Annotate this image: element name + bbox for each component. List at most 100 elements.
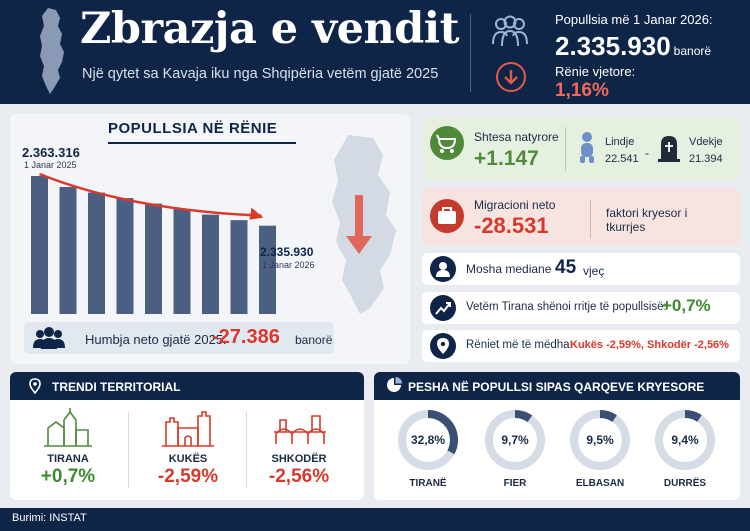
population-bar <box>145 203 162 314</box>
page-subtitle: Një qytet sa Kavaja iku nga Shqipëria ve… <box>82 66 439 82</box>
page-title: Zbrazja e vendit <box>80 4 459 54</box>
trend-line <box>39 172 262 217</box>
church-icon <box>44 408 92 447</box>
population-bar <box>202 214 219 314</box>
biggest-decline-card <box>422 330 740 362</box>
donut-elbasan: 9,5% <box>568 408 632 472</box>
city-value-tirana: +0,7% <box>40 466 96 487</box>
decline-value: 1,16% <box>555 80 609 101</box>
births-deaths-dash: - <box>645 146 649 160</box>
net-migration-value: -28.531 <box>474 213 549 238</box>
group-icon <box>33 327 65 349</box>
city-value-shkoder: -2,56% <box>268 466 330 487</box>
migration-divider <box>590 200 591 238</box>
population-unit: banorë <box>673 44 712 58</box>
donut-durrës: 9,4% <box>653 408 717 472</box>
donut-value: 9,7% <box>501 433 529 447</box>
net-migration-label: Migracioni neto <box>474 198 556 212</box>
start-population-value: 2.363.316 <box>22 145 80 160</box>
map-pin-icon <box>29 378 41 394</box>
median-age-unit: vjeç <box>583 264 605 278</box>
donut-label: DURRËS <box>663 478 707 489</box>
natural-increase-value: +1.147 <box>474 147 539 170</box>
footer <box>0 508 750 531</box>
population-label: Popullsia më 1 Janar 2026: <box>555 12 713 27</box>
population-bar <box>230 220 248 314</box>
territorial-trend-title: TRENDI TERRITORIAL <box>52 380 181 394</box>
donut-arc <box>485 410 545 470</box>
median-age-value: 45 <box>555 257 577 278</box>
growth-chart-icon <box>430 295 456 321</box>
donut-label: ELBASAN <box>575 478 625 489</box>
start-population-date: 1 Janar 2025 <box>24 160 77 170</box>
location-pin-icon <box>430 333 456 359</box>
population-bar <box>116 198 134 314</box>
net-loss-value: -27.386 <box>212 326 280 348</box>
donut-fier: 9,7% <box>483 408 547 472</box>
end-population-value: 2.335.930 <box>260 245 314 259</box>
header <box>0 0 750 104</box>
tirana-growth-card <box>422 292 740 324</box>
population-bar <box>259 225 276 314</box>
population-bar <box>88 192 105 314</box>
net-loss-box <box>24 322 334 354</box>
median-age-card <box>422 253 740 285</box>
population-share-header <box>374 372 740 400</box>
net-migration-card <box>422 188 740 246</box>
city-value-kukes: -2,59% <box>157 466 219 487</box>
donut-arc <box>655 410 715 470</box>
donut-label: FIER <box>503 478 527 489</box>
tirana-growth-label: Vetëm Tirana shënoi rritje të popullsisë… <box>466 301 667 313</box>
median-age-label: Mosha mediane <box>466 262 552 276</box>
net-loss-label: Humbja neto gjatë 2025: <box>85 332 227 347</box>
castle-icon <box>162 411 214 447</box>
end-population-date: 1 Janar 2026 <box>262 260 315 270</box>
city-name-shkoder: SHKODËR <box>271 453 327 465</box>
population-bar <box>59 187 77 314</box>
city-name-kukes: KUKËS <box>168 453 208 465</box>
albania-map-icon <box>40 8 64 94</box>
migration-note: faktori kryesor i tkurrjes <box>606 206 688 234</box>
pie-chart-icon <box>387 377 402 392</box>
deaths-value: 21.394 <box>689 153 723 165</box>
population-value: 2.335.930 banorë <box>555 31 712 61</box>
people-icon <box>492 15 528 47</box>
bridge-castle-icon <box>274 415 326 444</box>
births-value: 22.541 <box>605 153 639 165</box>
source-text: Burimi: INSTAT <box>12 512 87 524</box>
donut-arc <box>398 410 458 470</box>
donut-value: 9,4% <box>671 433 699 447</box>
stroller-icon <box>430 126 464 160</box>
population-share-title: PESHA NË POPULLSI SIPAS QARQEVE KRYESORE <box>408 380 705 394</box>
donut-value: 9,5% <box>586 433 614 447</box>
biggest-decline-value: Kukës -2,59%, Shkodër -2,56% <box>570 339 729 351</box>
natural-increase-label: Shtesa natyrore <box>474 130 559 144</box>
suitcase-icon <box>430 199 464 233</box>
net-loss-unit: banorë <box>295 333 333 347</box>
tombstone-icon <box>658 136 680 162</box>
person-icon <box>430 256 456 282</box>
chart-title-underline <box>108 142 296 144</box>
donut-value: 32,8% <box>411 433 445 447</box>
population-bar <box>173 209 191 314</box>
population-bar <box>31 176 48 314</box>
tirana-growth-value: +0,7% <box>662 296 711 315</box>
births-label: Lindje <box>605 136 635 148</box>
trend-arrowhead <box>249 207 264 220</box>
trend-divider <box>128 412 129 488</box>
population-bar-chart <box>31 172 276 314</box>
decline-label: Rënie vjetore: <box>555 64 636 79</box>
albania-people-map <box>332 135 396 314</box>
territorial-trend-header <box>10 372 364 400</box>
biggest-decline-label: Rëniet më të mëdha: <box>466 339 573 351</box>
donut-tiranë: 32,8% <box>396 408 460 472</box>
down-arrow-icon <box>496 62 526 92</box>
trend-divider <box>246 412 247 488</box>
natural-divider <box>565 127 566 171</box>
baby-icon <box>580 132 594 163</box>
city-name-tirana: TIRANA <box>47 453 89 465</box>
donut-label: TIRANË <box>409 478 447 489</box>
chart-title: POPULLSIA NË RËNIE <box>108 120 278 137</box>
donut-arc <box>570 410 630 470</box>
deaths-label: Vdekje <box>689 136 723 148</box>
